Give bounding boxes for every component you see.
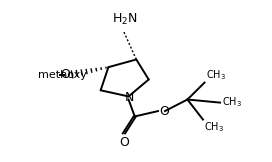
Text: CH$_3$: CH$_3$ bbox=[205, 120, 224, 134]
Text: H$_2$N: H$_2$N bbox=[112, 12, 137, 27]
Text: N: N bbox=[125, 92, 134, 104]
Text: CH$_3$: CH$_3$ bbox=[206, 68, 226, 82]
Text: O: O bbox=[61, 68, 70, 81]
Text: CH$_3$: CH$_3$ bbox=[222, 96, 242, 110]
Text: methoxy: methoxy bbox=[38, 70, 87, 80]
Text: O: O bbox=[119, 136, 129, 150]
Text: O: O bbox=[160, 104, 169, 118]
